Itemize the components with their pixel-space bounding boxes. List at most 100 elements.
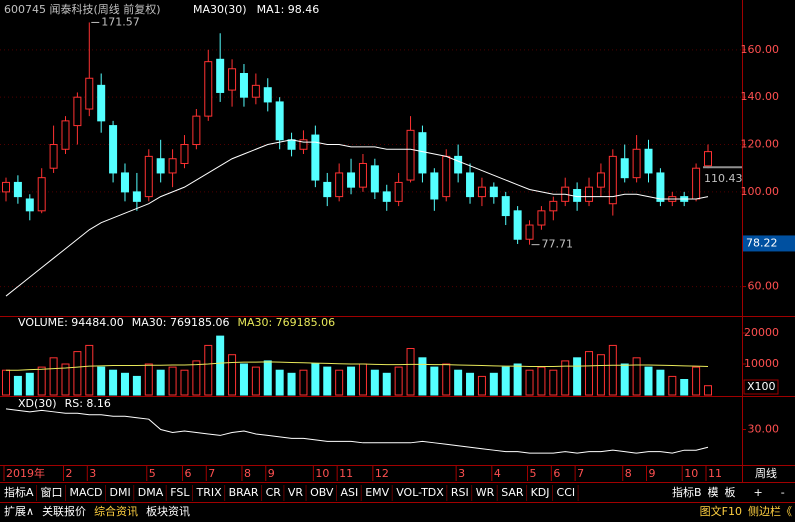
indicator-tab[interactable]: DMI	[110, 486, 131, 499]
indicator-tab[interactable]: WR	[476, 486, 495, 499]
indicator-tab[interactable]: KDJ	[531, 486, 550, 499]
candle-body	[370, 165, 379, 193]
xd-line	[5, 408, 709, 454]
candle-body	[37, 177, 46, 212]
volume-bar	[2, 369, 10, 396]
indicator-tab[interactable]: EMV	[365, 486, 389, 499]
x-tick-label: 3	[89, 467, 96, 480]
period-label: 周线	[755, 466, 777, 480]
toolbar-button[interactable]: 指标B	[672, 485, 702, 499]
candle-body	[97, 84, 106, 122]
last-price-label: 110.43	[704, 172, 743, 185]
status-tab[interactable]: 板块资讯	[146, 504, 190, 518]
volume-bar	[454, 369, 463, 396]
status-button[interactable]: 图文F10	[700, 504, 742, 518]
indicator-tab[interactable]: 窗口	[41, 485, 63, 499]
x-tick-label: 10	[315, 467, 329, 480]
volume-bar	[430, 366, 439, 396]
indicator-tab[interactable]: BRAR	[229, 486, 259, 499]
volume-label: VOLUME: 94484.00	[18, 316, 124, 329]
volume-bar	[120, 372, 129, 396]
candle-body	[204, 61, 213, 117]
candle-body	[61, 120, 70, 150]
toolbar-button[interactable]: +	[754, 486, 763, 499]
candle-body	[430, 172, 439, 200]
indicator-tab[interactable]: CR	[266, 486, 282, 499]
indicator-tab[interactable]: MACD	[70, 486, 103, 499]
volume-bar	[644, 366, 653, 396]
y-tick-label: 120.00	[741, 138, 780, 151]
volume-bar	[418, 357, 427, 396]
volume-bar	[132, 375, 141, 396]
volume-bar	[680, 379, 689, 396]
annotation: 77.71	[542, 238, 574, 251]
indicator-tab[interactable]: VOL-TDX	[396, 486, 444, 499]
candle-body	[454, 155, 463, 174]
x-tick-label: 10	[684, 467, 698, 480]
candle-body	[85, 77, 94, 110]
volume-bar	[513, 363, 522, 396]
volume-bar	[692, 366, 701, 396]
volume-bar	[704, 385, 712, 396]
indicator-tab[interactable]: VR	[288, 486, 304, 499]
volume-bar	[382, 372, 391, 396]
candle-body	[299, 139, 308, 150]
toolbar-button[interactable]: 模	[708, 486, 719, 499]
volume-bar	[620, 363, 629, 396]
volume-bar	[406, 348, 415, 396]
volume-bar	[668, 375, 677, 396]
indicator-tab[interactable]: FSL	[170, 486, 190, 499]
status-tab[interactable]: 综合资讯	[94, 504, 138, 518]
volume-bar	[489, 372, 498, 396]
candle-body	[537, 210, 546, 226]
volume-bar	[73, 351, 82, 396]
candle-body	[263, 87, 272, 103]
candle-body	[180, 144, 189, 164]
volume-bar	[61, 363, 70, 396]
volume-bar	[477, 375, 486, 396]
status-button[interactable]: 侧边栏《	[748, 504, 792, 518]
indicator-tab[interactable]: RSI	[451, 486, 469, 499]
x-tick-label: 6	[553, 467, 560, 480]
candle-body	[192, 115, 201, 146]
toolbar-button[interactable]: -	[781, 486, 785, 499]
candle-body	[549, 200, 558, 212]
candle-body	[25, 198, 34, 212]
candle-body	[323, 181, 332, 198]
toolbar-button[interactable]: 板	[725, 485, 736, 499]
candle-body	[168, 158, 177, 174]
annotation: 171.57	[101, 15, 140, 28]
status-tab[interactable]: 关联报价	[42, 504, 86, 518]
ma-line	[5, 139, 709, 297]
y-tick-label: 140.00	[741, 90, 780, 103]
indicator-tab[interactable]: ASI	[340, 486, 358, 499]
volume-bar	[13, 375, 22, 396]
indicator-tab[interactable]: DMA	[138, 486, 164, 499]
volume-bar	[323, 366, 332, 396]
indicator-label: MA30(30)	[193, 3, 247, 16]
indicator-tab[interactable]: TRIX	[195, 486, 222, 499]
volume-bar	[573, 357, 582, 396]
indicator-tab[interactable]: 指标A	[4, 485, 34, 499]
candle-body	[477, 186, 486, 198]
volume-bar	[608, 344, 617, 396]
volume-bar	[85, 344, 94, 396]
volume-bar	[251, 366, 260, 396]
candle-body	[73, 96, 82, 127]
volume-label: MA30: 769185.06	[132, 316, 230, 329]
volume-bar	[370, 369, 379, 396]
status-tab[interactable]: 扩展∧	[4, 504, 34, 518]
indicator-tab[interactable]: OBV	[310, 486, 334, 499]
candle-body	[239, 73, 248, 98]
candle-body	[656, 172, 665, 202]
indicator-tab[interactable]: CCI	[557, 486, 576, 499]
indicator-label: MA1: 98.46	[257, 3, 320, 16]
x-tick-label: 11	[339, 467, 353, 480]
candle-body	[132, 191, 141, 202]
volume-bar	[25, 372, 34, 396]
candle-body	[216, 58, 225, 93]
xd-label: XD(30)	[18, 397, 57, 410]
indicator-tab[interactable]: SAR	[501, 486, 524, 499]
chart-title: 600745 闻泰科技(周线 前复权)	[4, 2, 161, 16]
